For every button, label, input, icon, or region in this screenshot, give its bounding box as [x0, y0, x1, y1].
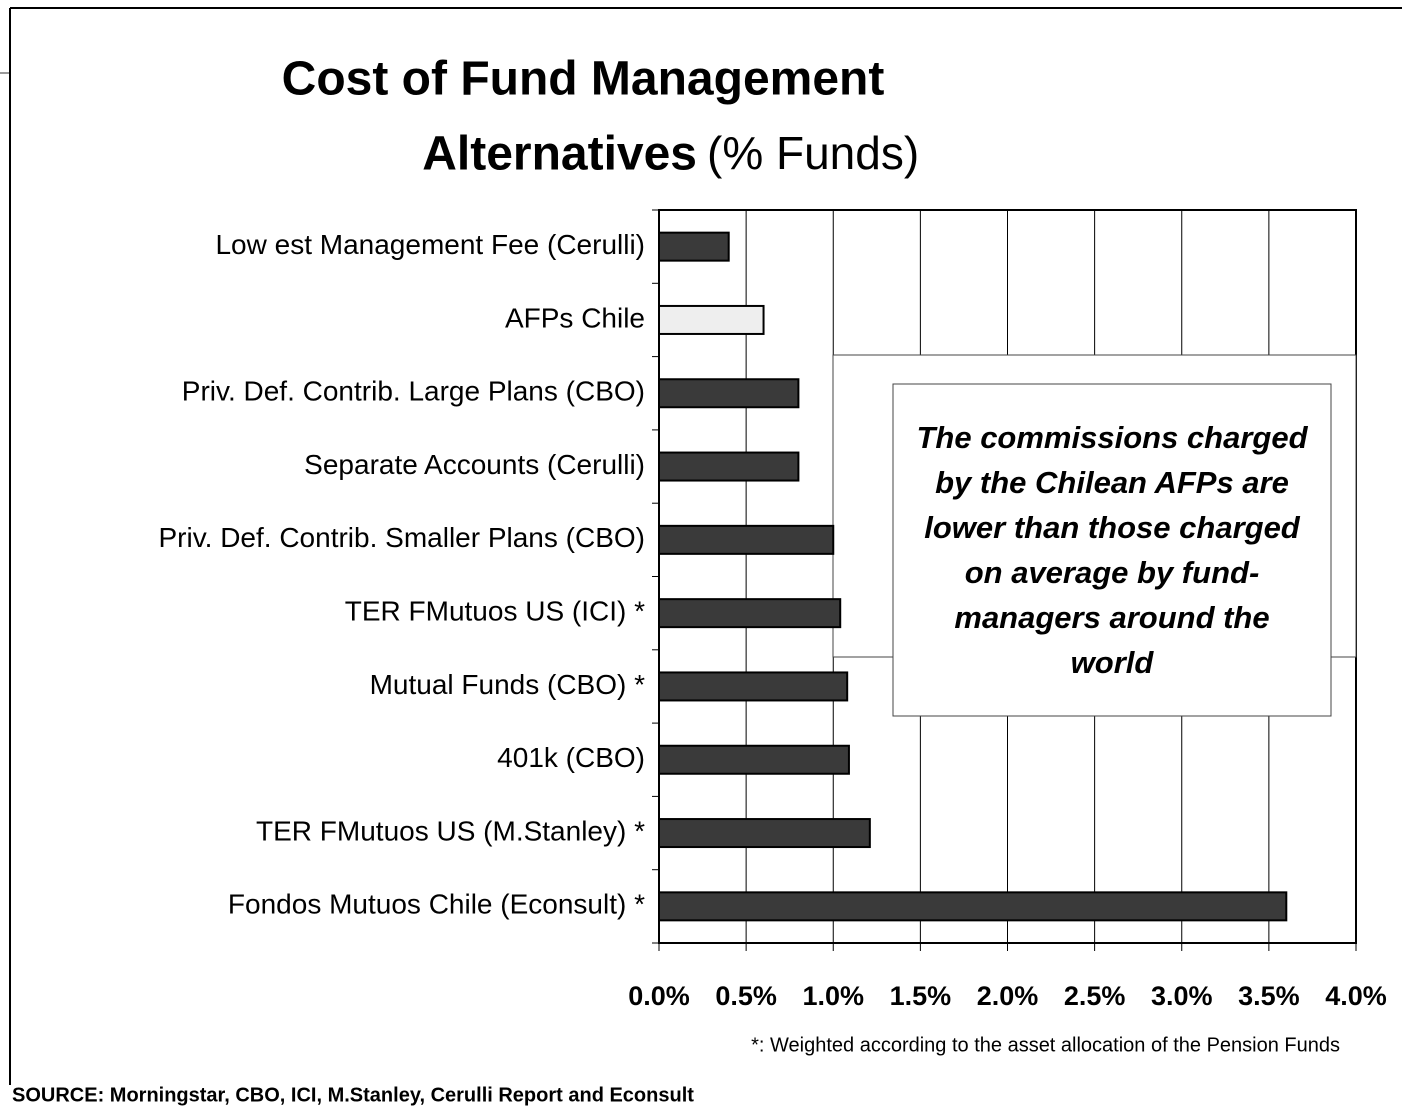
x-tick-label: 3.0%	[1151, 981, 1213, 1011]
bar	[658, 671, 849, 702]
bar	[658, 598, 842, 629]
bar	[658, 378, 800, 409]
y-tick-label: Separate Accounts (Cerulli)	[304, 449, 645, 480]
bar	[658, 524, 835, 555]
source: SOURCE: Morningstar, CBO, ICI, M.Stanley…	[12, 1084, 694, 1106]
bar	[658, 231, 730, 262]
footnote: *: Weighted according to the asset alloc…	[751, 1034, 1340, 1056]
annotation: The commissions charged by the Chilean A…	[916, 420, 1308, 680]
x-tick-label: 0.0%	[628, 981, 690, 1011]
y-tick-label: Low est Management Fee (Cerulli)	[215, 229, 645, 260]
y-tick-label: TER FMutuos US (M.Stanley) *	[256, 815, 645, 846]
y-tick-label: 401k (CBO)	[497, 742, 645, 773]
x-tick-label: 1.5%	[890, 981, 952, 1011]
y-tick-label: TER FMutuos US (ICI) *	[345, 596, 645, 627]
bar	[658, 304, 765, 335]
y-tick-label: Priv. Def. Contrib. Large Plans (CBO)	[182, 376, 645, 407]
bar	[658, 891, 1288, 922]
x-tick-label: 3.5%	[1238, 981, 1300, 1011]
x-tick-label: 1.0%	[802, 981, 864, 1011]
y-tick-label: AFPs Chile	[505, 302, 645, 333]
x-tick-label: 2.5%	[1064, 981, 1126, 1011]
chart-subtitle: (% Funds)	[707, 127, 919, 179]
x-tick-label: 2.0%	[977, 981, 1039, 1011]
x-tick-label: 4.0%	[1325, 981, 1387, 1011]
y-tick-label: Mutual Funds (CBO) *	[370, 669, 646, 700]
y-tick-label: Fondos Mutuos Chile (Econsult) *	[228, 889, 645, 920]
y-tick-label: Priv. Def. Contrib. Smaller Plans (CBO)	[159, 522, 646, 553]
annotation-box	[892, 383, 1332, 717]
chart-title: Alternatives	[422, 128, 697, 181]
bar	[658, 818, 871, 849]
x-tick-label: 0.5%	[715, 981, 777, 1011]
bar	[658, 744, 850, 775]
chart-title: Cost of Fund Management	[282, 53, 885, 106]
bar	[658, 451, 800, 482]
